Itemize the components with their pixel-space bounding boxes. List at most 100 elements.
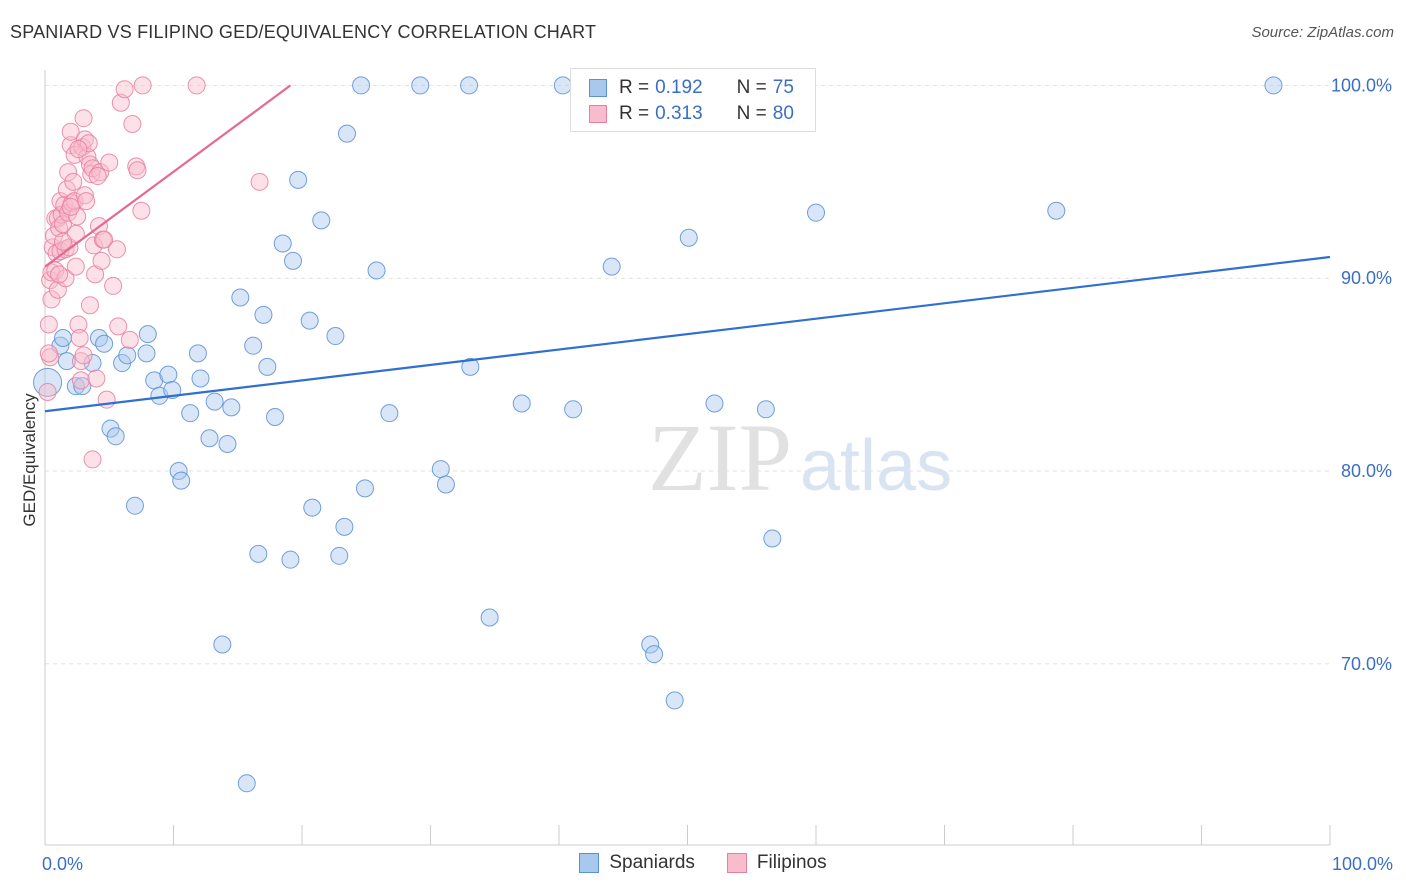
filipinos-point [53, 232, 72, 251]
spaniards-point [66, 377, 85, 396]
filipinos-point [187, 76, 206, 95]
spaniards-point [337, 124, 356, 143]
spaniards-point [57, 352, 76, 371]
spaniards-point [335, 517, 354, 536]
filipinos-point [83, 450, 102, 469]
spaniards-point [266, 408, 285, 427]
filipinos-point [50, 265, 69, 284]
legend-item-spaniards[interactable]: Spaniards [579, 852, 695, 874]
spaniards-point [231, 288, 250, 307]
spaniards-point [281, 550, 300, 569]
legend-label: Spaniards [609, 852, 695, 873]
filipinos-point [87, 369, 106, 388]
filipinos-point [39, 315, 58, 334]
spaniards-point [553, 76, 572, 95]
spaniards-point [33, 367, 63, 397]
spaniards-point [326, 327, 345, 346]
stats-row-filipinos: R = 0.313 N = 80 [589, 103, 794, 125]
spaniards-point [461, 357, 480, 376]
filipinos-legend-swatch [726, 853, 747, 873]
legend-item-filipinos[interactable]: Filipinos [726, 852, 827, 874]
filipinos-point [39, 344, 58, 363]
spaniards-point [300, 311, 319, 330]
spaniards-point [289, 170, 308, 189]
filipinos-point [74, 109, 93, 128]
series-filipinos [38, 76, 269, 469]
spaniards-point [89, 328, 108, 347]
n-label: N = [736, 77, 767, 98]
spaniards-point [191, 369, 210, 388]
spaniards-point [106, 427, 125, 446]
spaniards-point [355, 479, 374, 498]
spaniards-point [188, 344, 207, 363]
filipinos-point [132, 201, 151, 220]
spaniards-point [330, 546, 349, 565]
spaniards-point [763, 529, 782, 548]
spaniards-point [172, 471, 191, 490]
filipinos-point [66, 257, 85, 276]
spaniards-point [181, 404, 200, 423]
spaniards-point [163, 381, 182, 400]
filipinos-point [133, 76, 152, 95]
filipinos-point [68, 207, 87, 226]
filipinos-point [79, 134, 98, 153]
filipinos-point [109, 317, 128, 336]
r-label: R = [619, 103, 650, 124]
spaniards-point [258, 357, 277, 376]
filipinos-trend-line [44, 84, 292, 268]
x-tick-label: 0.0% [42, 854, 83, 874]
watermark-zip: ZIP [648, 404, 792, 511]
filipinos-point [69, 315, 88, 334]
x-tick-label: 100.0% [1332, 854, 1393, 874]
spaniards-point [564, 400, 583, 419]
spaniards-point [273, 234, 292, 253]
stats-legend: R = 0.192 N = 75 R = 0.313 N = 80 [570, 68, 816, 132]
spaniards-point [95, 334, 114, 353]
filipinos-point [70, 328, 89, 347]
spaniards-point [249, 544, 268, 563]
spaniards-point [1047, 201, 1066, 220]
spaniards-point [1264, 76, 1283, 95]
spaniards-point [73, 377, 92, 396]
spaniards-point [303, 498, 322, 517]
r-label: R = [619, 77, 650, 98]
filipinos-point [128, 161, 147, 180]
spaniards-legend-swatch [579, 853, 600, 873]
spaniards-trend-line [44, 255, 1331, 413]
spaniards-point [53, 328, 72, 347]
filipinos-point [123, 114, 142, 133]
stats-row-spaniards: R = 0.192 N = 75 [589, 77, 794, 99]
y-tick-label: 100.0% [1331, 75, 1392, 95]
spaniards-swatch [589, 79, 607, 97]
spaniards-point [284, 251, 303, 270]
filipinos-point [104, 276, 123, 295]
spaniards-point [205, 392, 224, 411]
y-tick-label: 80.0% [1341, 461, 1392, 481]
filipinos-point [61, 122, 80, 141]
spaniards-point [200, 429, 219, 448]
filipinos-point [74, 346, 93, 365]
spaniards-point [679, 228, 698, 247]
filipinos-point [250, 172, 269, 191]
filipinos-point [80, 296, 99, 315]
filipinos-point [82, 165, 101, 184]
legend-label: Filipinos [756, 852, 827, 873]
spaniards-point [641, 635, 660, 654]
spaniards-point [118, 346, 137, 365]
filipinos-point [120, 330, 139, 349]
spaniards-point [645, 645, 664, 664]
spaniards-point [756, 400, 775, 419]
filipinos-swatch [589, 105, 607, 123]
spaniards-point [436, 475, 455, 494]
spaniards-point [480, 608, 499, 627]
filipinos-point [88, 167, 107, 186]
r-value: 0.313 [655, 103, 703, 124]
filipinos-point [111, 93, 130, 112]
n-label: N = [736, 103, 767, 124]
spaniards-point [460, 76, 479, 95]
spaniards-point [138, 325, 157, 344]
filipinos-point [41, 271, 60, 290]
spaniards-point [705, 394, 724, 413]
spaniards-point [512, 394, 531, 413]
